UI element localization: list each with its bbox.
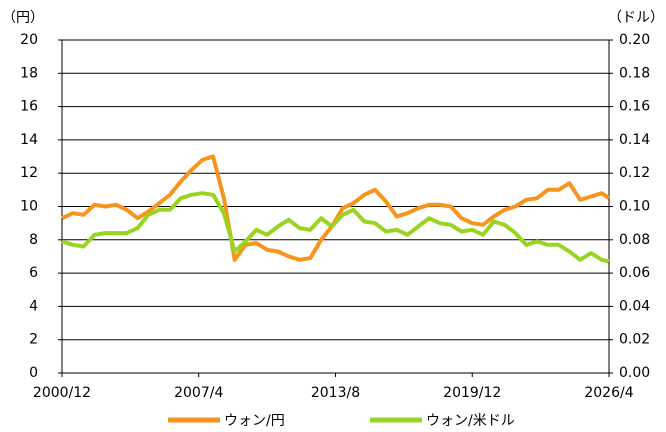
- x-tick-label: 2000/12: [33, 385, 91, 401]
- legend-label: ウォン/円: [224, 413, 285, 429]
- x-tick-label: 2019/12: [443, 385, 501, 401]
- y-tick-label: 16: [20, 99, 38, 115]
- y-tick-label: 2: [29, 332, 38, 348]
- x-tick-label: 2026/4: [584, 385, 633, 401]
- y-tick-label: 10: [20, 199, 38, 215]
- series-line: [61, 191, 610, 264]
- y-tick-label: 6: [29, 265, 38, 281]
- y-tick-label: 20: [20, 32, 38, 48]
- y2-tick-label: 0.00: [619, 365, 650, 381]
- y2-tick-label: 0.02: [619, 332, 650, 348]
- plot-frame: [61, 39, 610, 374]
- x-tick-label: 2013/8: [311, 385, 360, 401]
- y2-tick-label: 0.12: [619, 165, 650, 181]
- y-tick-label: 4: [29, 298, 38, 314]
- y2-tick-label: 0.20: [619, 32, 650, 48]
- y-tick-label: 12: [20, 165, 38, 181]
- y-tick-label: 8: [29, 232, 38, 248]
- y2-axis-label: （ドル）: [608, 10, 664, 26]
- y-tick-label: 0: [29, 365, 38, 381]
- y-tick-label: 14: [20, 132, 38, 148]
- y2-tick-label: 0.06: [619, 265, 650, 281]
- y2-tick-label: 0.18: [619, 65, 650, 81]
- y-tick-label: 18: [20, 65, 38, 81]
- series-line: [61, 154, 611, 262]
- y2-tick-label: 0.14: [619, 132, 650, 148]
- y2-tick-label: 0.04: [619, 298, 650, 314]
- y-axis-label: （円）: [2, 10, 44, 26]
- y2-tick-label: 0.08: [619, 232, 650, 248]
- legend-label: ウォン/米ドル: [426, 413, 515, 429]
- y2-tick-label: 0.10: [619, 199, 650, 215]
- x-tick-label: 2007/4: [174, 385, 223, 401]
- y2-tick-label: 0.16: [619, 99, 650, 115]
